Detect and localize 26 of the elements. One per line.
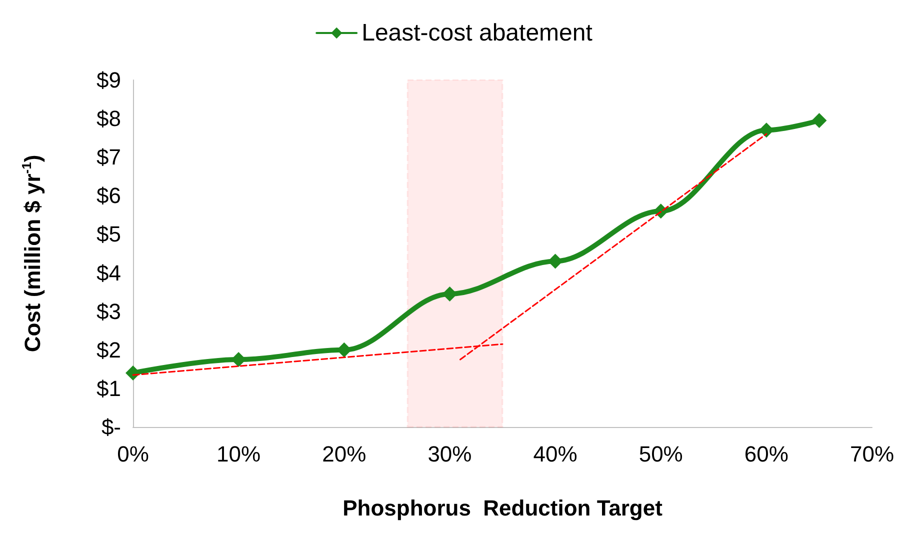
y-tick-label: $7 [96,144,121,170]
point [442,286,458,302]
x-axis-title: Phosphorus Reduction Target [342,496,664,520]
y-tick-label: $1 [96,376,121,401]
x-tick-label: 30% [428,442,472,466]
y-tick-label: $8 [96,106,121,132]
x-tick-label: 40% [533,442,578,466]
y-tick-label: $6 [96,183,121,208]
point [812,112,827,128]
point [126,366,140,381]
y-tick-label: $9 [96,68,121,92]
point [548,254,563,269]
x-tick-label: 60% [744,442,788,466]
x-tick-label: 50% [638,442,683,466]
x-tick-label: 0% [117,442,149,466]
point [758,122,774,138]
y-tick-label: $4 [96,260,121,286]
legend-label: Least-cost abatement [362,20,593,46]
y-tick-label: $5 [96,222,121,247]
x-tick-label: 10% [216,442,261,466]
x-tick-label: 70% [850,442,894,466]
x-tick-label: 20% [322,442,366,466]
y-axis-title: Cost (million $ yr-1) [19,154,45,352]
y-tick-label: $3 [96,298,121,324]
y-tick-label: $- [101,414,121,440]
y-tick-label: $2 [96,337,121,362]
